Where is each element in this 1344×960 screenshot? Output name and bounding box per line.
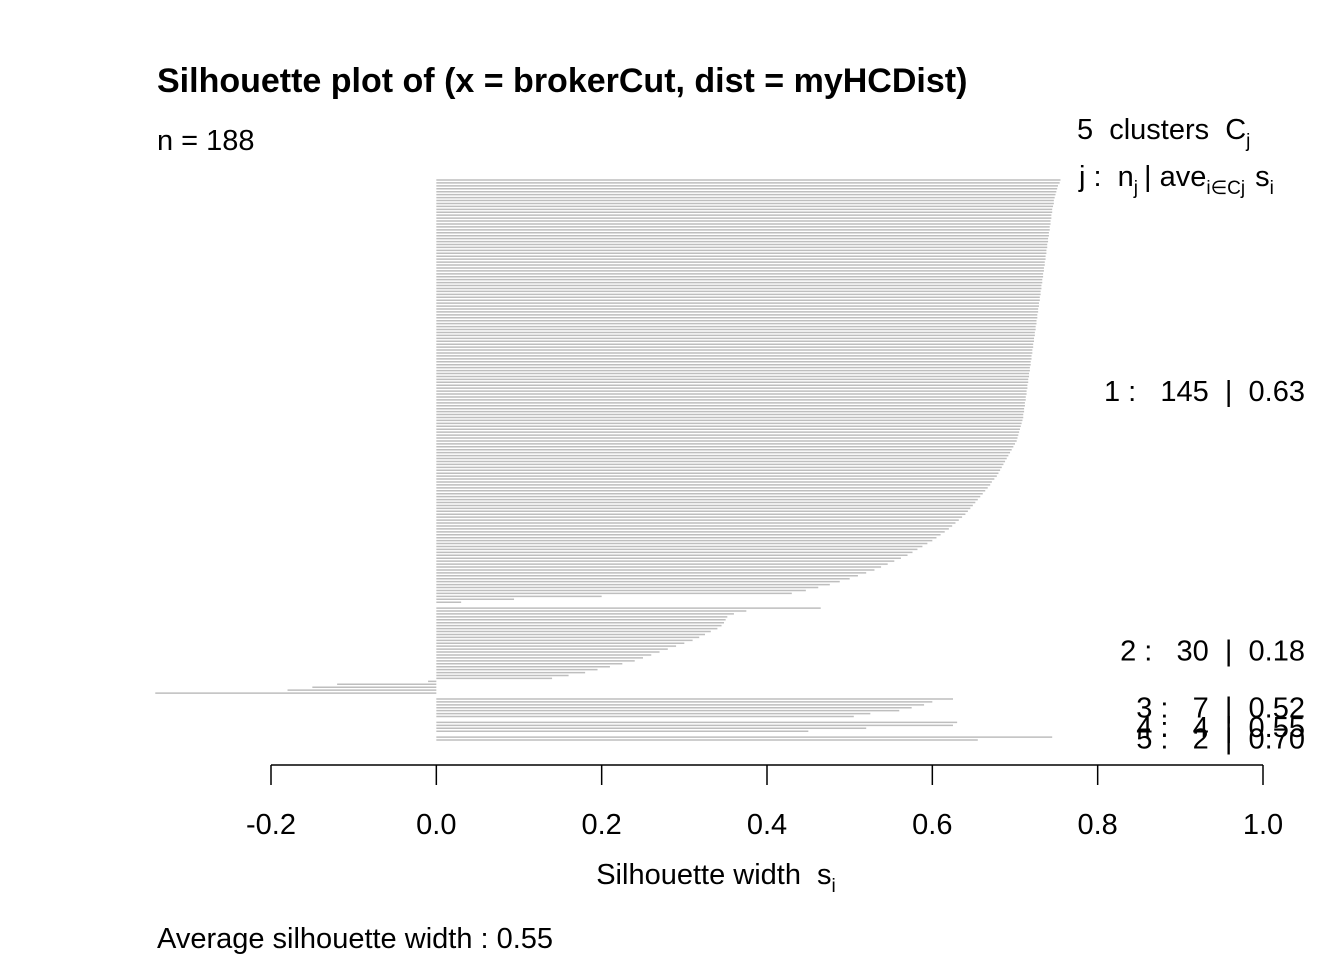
cluster-labels: 1 : 145 | 0.63 2 : 30 | 0.18 3 : 7 | 0.524… xyxy=(1104,376,1305,755)
clusters-text: clusters xyxy=(1109,114,1209,146)
x-tick-label-4: 0.6 xyxy=(912,809,952,841)
clusters-count: 5 xyxy=(1077,114,1093,146)
cluster-label-1: 1 : 145 | 0.63 xyxy=(1104,376,1305,408)
legend-s-sub: i xyxy=(1270,178,1274,199)
x-axis-label: Silhouette width si xyxy=(596,859,836,897)
x-axis-label-text: Silhouette width xyxy=(596,859,801,891)
x-tick-label-3: 0.4 xyxy=(747,809,787,841)
cluster-label-5: 5 : 2 | 0.70 xyxy=(1136,724,1305,756)
legend-n-sub: j xyxy=(1133,178,1138,199)
clusters-header: 5 clusters Cj xyxy=(1077,114,1250,152)
clusters-symbol-sub: j xyxy=(1245,131,1250,152)
legend-ave: | ave xyxy=(1144,161,1206,193)
x-tick-label-2: 0.2 xyxy=(582,809,622,841)
x-axis-label-s: s xyxy=(817,859,832,891)
average-silhouette-width: Average silhouette width : 0.55 xyxy=(157,923,553,955)
legend-s: s xyxy=(1255,161,1270,193)
legend-j: j : xyxy=(1078,161,1102,193)
x-axis: -0.2 0.0 0.2 0.4 0.6 0.8 1.0 xyxy=(246,764,1283,841)
clusters-symbol: C xyxy=(1225,114,1246,146)
x-tick-label-6: 1.0 xyxy=(1243,809,1283,841)
n-count-label: n = 188 xyxy=(157,125,255,157)
cluster-label-4: 4 : 4 | 0.55 xyxy=(1136,712,1305,744)
silhouette-bars xyxy=(155,179,1061,741)
chart-title: Silhouette plot of (x = brokerCut, dist … xyxy=(157,62,967,100)
x-tick-label-1: 0.0 xyxy=(416,809,456,841)
legend-ave-sub: i∈Cj xyxy=(1206,178,1245,199)
legend-n: n xyxy=(1118,161,1134,193)
x-tick-label-0: -0.2 xyxy=(246,809,296,841)
legend-header: j : nj | avei∈Cj si xyxy=(1078,161,1274,199)
x-axis-label-sub: i xyxy=(832,876,836,897)
x-tick-label-5: 0.8 xyxy=(1078,809,1118,841)
cluster-label-2: 2 : 30 | 0.18 xyxy=(1120,636,1305,668)
cluster-label-3: 3 : 7 | 0.52 xyxy=(1136,693,1305,725)
